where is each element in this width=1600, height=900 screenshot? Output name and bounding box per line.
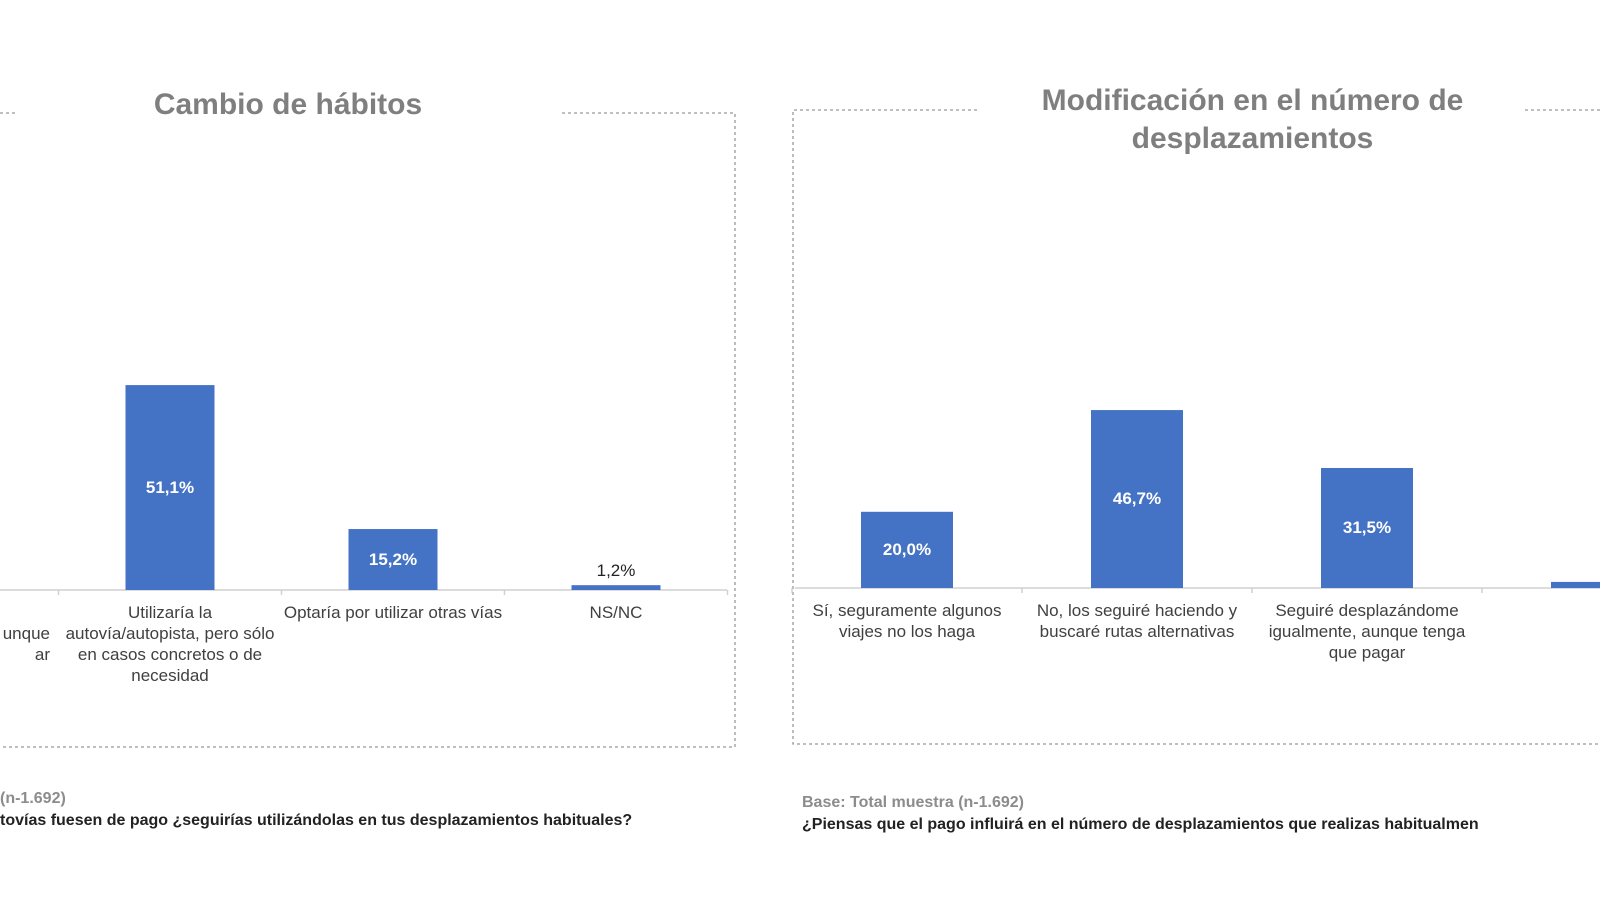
base-text-left: (n-1.692) — [0, 790, 66, 807]
bar — [571, 585, 661, 590]
question-text-right: ¿Piensas que el pago influirá en el núme… — [802, 816, 1479, 833]
bar — [861, 511, 953, 588]
category-label: Optaría por utilizar otras vías — [283, 603, 503, 622]
category-label: unque ar — [2, 624, 50, 664]
category-label: No, los seguiré haciendo y buscaré rutas… — [1036, 601, 1238, 641]
chart-title-left: Cambio de hábitos — [153, 88, 423, 121]
data-label: 46,7% — [1112, 489, 1162, 509]
data-label: 20,0% — [882, 539, 932, 559]
bar — [1551, 581, 1600, 588]
data-label: 51,1% — [145, 477, 195, 497]
question-text-left: tovías fuesen de pago ¿seguirías utilizá… — [0, 812, 633, 829]
chart-title-right: Modificación en el número de desplazamie… — [1041, 84, 1464, 155]
data-label: 15,2% — [368, 549, 418, 569]
data-label: 1,2% — [596, 561, 636, 581]
bar — [348, 529, 438, 590]
base-text-right: Base: Total muestra (n-1.692) — [802, 794, 1024, 811]
bar — [1321, 467, 1413, 588]
category-label: Sí, seguramente algunos viajes no los ha… — [812, 601, 1002, 641]
category-label: Seguiré desplazándome igualmente, aunque… — [1268, 601, 1466, 662]
data-label: 31,5% — [1342, 517, 1392, 537]
bar — [125, 385, 215, 590]
category-label: Utilizaría la autovía/autopista, pero só… — [65, 603, 275, 685]
category-label: NS/NC — [589, 603, 643, 622]
bar — [1091, 410, 1183, 588]
frame-right — [792, 109, 1600, 745]
frame-left — [0, 112, 736, 748]
